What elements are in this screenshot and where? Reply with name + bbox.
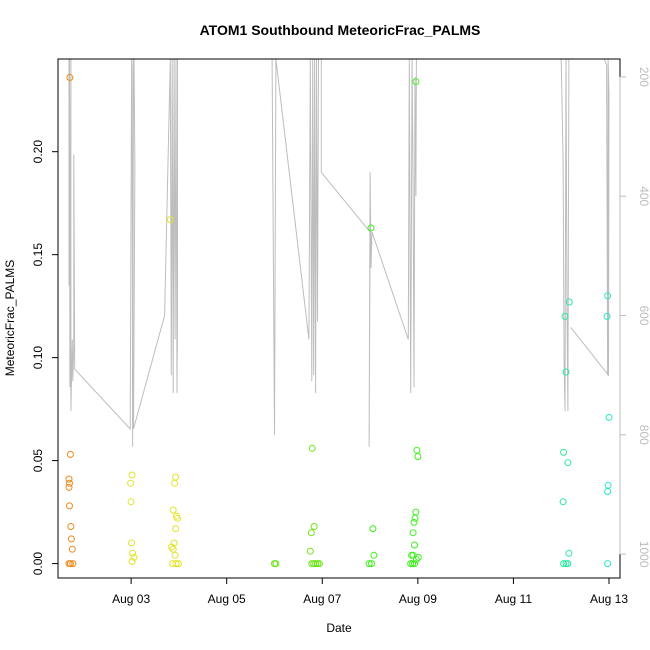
data-point (65, 483, 73, 491)
data-point (414, 553, 422, 561)
data-point (562, 560, 570, 568)
data-point (368, 560, 375, 568)
x-tick-label: Aug 11 (495, 592, 532, 606)
data-point (411, 514, 419, 522)
data-point (409, 560, 417, 568)
y-axis-label: MeteoricFrac_PALMS (3, 260, 17, 376)
x-axis-label: Date (326, 621, 352, 635)
data-point (565, 549, 573, 557)
x-tick-label: Aug 07 (303, 592, 341, 606)
data-point (66, 560, 74, 568)
data-point (604, 560, 612, 568)
data-point (564, 560, 572, 568)
data-point (308, 444, 316, 452)
pressure-line-layer (68, 59, 610, 447)
data-point (68, 545, 76, 553)
data-point (65, 475, 73, 483)
data-point (172, 560, 180, 568)
data-point (604, 488, 612, 495)
data-point (604, 292, 612, 300)
chart-title: ATOM1 Southbound MeteoricFrac_PALMS (200, 22, 481, 38)
y2-tick-label: 800 (637, 425, 650, 445)
y-tick-label: 0.20 (31, 140, 45, 164)
plot-frame (57, 58, 621, 579)
data-point (314, 560, 321, 568)
data-point (67, 523, 75, 530)
data-point (564, 459, 572, 467)
y-tick-label: 0.10 (31, 346, 45, 370)
data-point (171, 479, 179, 487)
data-point (367, 224, 375, 232)
data-point (307, 529, 315, 537)
x-tick-label: Aug 05 (208, 592, 246, 606)
data-point (127, 498, 135, 506)
y2-tick-label: 400 (637, 186, 650, 206)
data-point (272, 560, 280, 568)
data-point (410, 518, 418, 526)
data-point (312, 560, 320, 568)
data-point (66, 450, 74, 458)
data-point (565, 298, 573, 306)
data-point (411, 560, 418, 568)
data-point (66, 502, 73, 510)
data-point (129, 549, 137, 557)
data-point (561, 312, 569, 320)
data-point (413, 446, 421, 454)
data-point (605, 413, 613, 421)
data-point (69, 560, 77, 568)
data-point (172, 525, 180, 533)
data-point (306, 547, 314, 555)
data-point (67, 535, 75, 543)
data-point (171, 551, 179, 559)
data-point (128, 539, 136, 547)
x-tick-label: Aug 09 (399, 592, 437, 606)
pressure-series-line (68, 59, 610, 447)
data-point (169, 545, 177, 553)
data-point (310, 523, 318, 530)
y-tick-label: 0.15 (31, 243, 45, 267)
y-tick-label: 0.05 (31, 449, 45, 473)
data-point (560, 448, 568, 456)
x-tick-label: Aug 13 (590, 592, 628, 606)
data-point (315, 560, 323, 568)
data-point (169, 506, 177, 514)
data-point (414, 453, 422, 460)
x-axis: Aug 03 Aug 05 Aug 07 Aug 09 Aug 11 Aug 13 (112, 577, 628, 606)
data-point (559, 498, 567, 506)
data-point (172, 473, 180, 481)
y-axis: 0.00 0.05 0.10 0.15 0.20 (31, 140, 59, 576)
data-point (562, 368, 570, 376)
y2-tick-label: 600 (637, 306, 650, 326)
data-point (412, 508, 420, 516)
data-point (66, 479, 73, 487)
data-point (174, 514, 181, 522)
data-point (604, 481, 612, 489)
data-point (407, 560, 415, 568)
data-point (130, 553, 138, 561)
y2-tick-label: 200 (637, 67, 650, 87)
data-point (409, 529, 417, 537)
x-tick-label: Aug 03 (112, 592, 150, 606)
data-point (365, 560, 373, 568)
y-tick-label: 0.00 (31, 552, 45, 576)
data-point (412, 78, 420, 86)
data-point (168, 543, 176, 551)
data-point (370, 551, 378, 559)
data-point (127, 479, 135, 487)
data-point (174, 560, 182, 568)
y2-tick-label: 1000 (637, 541, 650, 568)
data-point (66, 74, 74, 81)
data-point (603, 312, 611, 320)
data-point (128, 558, 136, 565)
data-point (412, 556, 420, 563)
data-point (560, 560, 568, 568)
right-pressure-axis: 200 400 600 800 1000 (619, 67, 650, 568)
data-points-layer (65, 74, 613, 568)
data-point (166, 216, 174, 224)
data-point (128, 471, 136, 479)
data-point (411, 541, 418, 549)
data-point (369, 525, 377, 533)
